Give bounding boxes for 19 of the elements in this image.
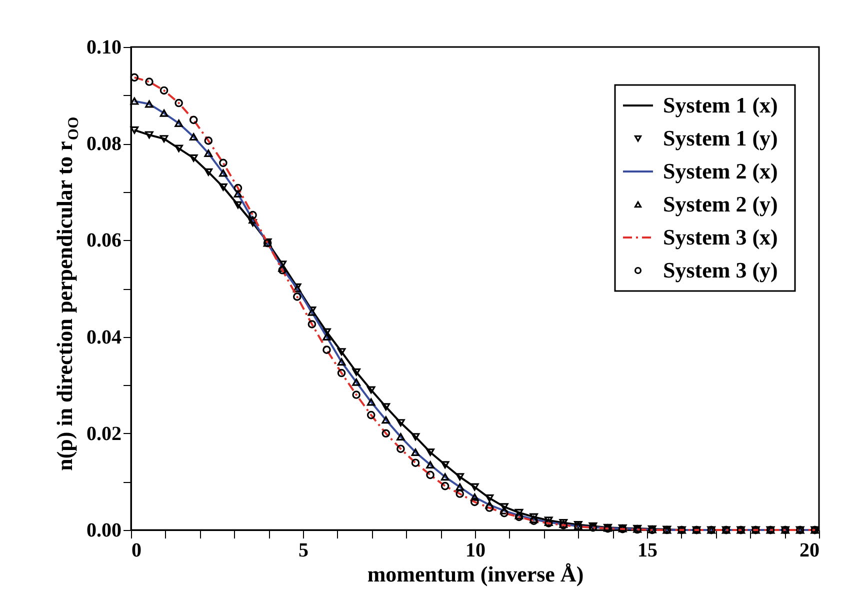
legend-label: System 3 (y) <box>663 258 778 282</box>
x-tick-label: 15 <box>638 540 658 562</box>
legend-label: System 2 (x) <box>663 158 778 184</box>
legend-label: System 2 (y) <box>663 192 778 216</box>
y-axis-title: n(p) in direction perpendicular to rOO <box>52 116 82 471</box>
y-tick-label: 0.06 <box>86 230 122 252</box>
x-tick-label: 10 <box>466 540 486 562</box>
legend-label: System 3 (x) <box>663 224 778 250</box>
x-tick-label: 5 <box>298 540 308 562</box>
x-tick-label: 0 <box>132 540 142 562</box>
y-tick-label: 0.00 <box>86 520 122 542</box>
x-tick-label: 20 <box>800 540 820 562</box>
x-axis-title: momentum (inverse Å) <box>367 562 584 586</box>
y-tick-label: 0.08 <box>86 133 122 156</box>
legend-label: System 1 (y) <box>663 126 778 150</box>
legend-label: System 1 (x) <box>663 92 778 118</box>
y-tick-label: 0.02 <box>86 422 122 445</box>
y-tick-label: 0.10 <box>86 36 122 58</box>
y-tick-label: 0.04 <box>86 326 122 348</box>
